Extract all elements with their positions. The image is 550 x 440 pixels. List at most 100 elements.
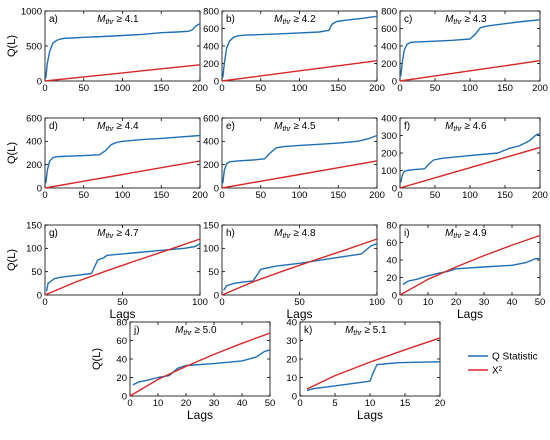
x-tick-label: 15: [400, 398, 411, 409]
panel-b: 0 50 100 150 200 0 200 400 600 800 b) Mthr ≥ 4.2: [203, 6, 385, 94]
chi-square-line: [399, 60, 541, 82]
x-tick-label: 10: [153, 398, 164, 409]
x-tick-label: 100: [192, 297, 208, 308]
q-statistic-line: [222, 134, 378, 184]
y-axis-label: Q(L): [6, 35, 18, 57]
x-axis-label: Lags: [187, 408, 213, 422]
y-tick-label: 0: [392, 183, 397, 194]
x-tick-label: 50: [265, 398, 276, 409]
y-tick-label: 0: [214, 183, 219, 194]
chi-square-line: [221, 160, 378, 189]
y-tick-label: 0: [122, 391, 127, 402]
y-tick-label: 40: [386, 255, 397, 266]
y-tick-label: 0: [37, 183, 42, 194]
panel-label: a): [49, 14, 58, 25]
x-tick-label: 100: [462, 83, 478, 94]
panel-c: 0 50 100 150 200 0 200 400 600 800 c) Mthr ≥ 4.3: [381, 6, 548, 94]
x-tick-label: 100: [115, 190, 131, 201]
x-tick-label: 20: [451, 297, 462, 308]
legend-chi-square-label: X²: [492, 366, 503, 377]
y-axis-label: Q(L): [6, 249, 18, 271]
x-tick-label: 100: [292, 83, 308, 94]
x-tick-label: 0: [42, 83, 47, 94]
x-tick-label: 200: [532, 190, 548, 201]
panel-label: g): [49, 228, 58, 239]
threshold-annotation: Mthr ≥ 4.1: [97, 14, 139, 26]
y-tick-label: 0: [392, 76, 397, 87]
y-tick-label: 150: [26, 220, 42, 231]
y-tick-label: 0: [214, 290, 219, 301]
x-tick-label: 30: [209, 398, 220, 409]
threshold-annotation: Mthr ≥ 4.5: [274, 121, 316, 133]
x-tick-label: 0: [42, 190, 47, 201]
x-tick-label: 0: [397, 83, 402, 94]
chi-square-line: [44, 64, 201, 82]
y-tick-label: 600: [26, 113, 42, 124]
y-tick-label: 150: [203, 220, 219, 231]
y-tick-label: 400: [26, 137, 42, 148]
x-axis-label: Lags: [357, 408, 383, 422]
threshold-annotation: Mthr ≥ 4.8: [274, 228, 316, 240]
chi-square-line: [44, 160, 201, 189]
panel-label: i): [404, 228, 410, 239]
y-axis-label: Q(L): [91, 348, 103, 370]
x-tick-label: 150: [330, 190, 346, 201]
y-tick-label: 400: [381, 113, 397, 124]
q-statistic-line: [132, 349, 271, 386]
y-tick-label: 0: [37, 290, 42, 301]
threshold-annotation: Mthr ≥ 4.3: [445, 14, 487, 26]
x-tick-label: 50: [294, 297, 305, 308]
x-tick-label: 30: [479, 297, 490, 308]
y-tick-label: 20: [286, 354, 297, 365]
panel-a: 0 50 100 150 200 0 500 1000 a) Mthr ≥ 4.1 Q(L): [6, 6, 208, 94]
x-tick-label: 50: [78, 190, 89, 201]
x-tick-label: 200: [192, 190, 208, 201]
y-tick-label: 0: [214, 76, 219, 87]
q-statistic-line: [400, 19, 541, 77]
threshold-annotation: Mthr ≥ 4.6: [445, 121, 487, 133]
x-tick-label: 0: [219, 297, 224, 308]
chi-square-line: [44, 238, 201, 296]
legend-q-statistic-label: Q Statistic: [492, 352, 538, 363]
x-tick-label: 50: [255, 83, 266, 94]
x-tick-label: 0: [42, 297, 47, 308]
y-tick-label: 0: [37, 76, 42, 87]
y-tick-label: 500: [26, 41, 42, 52]
panel-e: 0 50 100 150 200 0 200 400 600 e) Mthr ≥ 4.5: [203, 113, 385, 201]
y-tick-label: 300: [381, 131, 397, 142]
x-tick-label: 40: [507, 297, 518, 308]
x-tick-label: 10: [423, 297, 434, 308]
chi-square-line: [399, 234, 541, 296]
x-tick-label: 100: [292, 190, 308, 201]
x-tick-label: 100: [369, 297, 385, 308]
panel-g: 0 50 100 0 50 100 150 g) Mthr ≥ 4.7 Q(L) Lags: [6, 220, 208, 321]
y-tick-label: 100: [26, 244, 42, 255]
y-tick-label: 50: [31, 267, 42, 278]
threshold-annotation: Mthr ≥ 4.7: [97, 228, 139, 240]
x-axis-label: Lags: [457, 307, 483, 321]
x-axis-label: Lags: [109, 307, 135, 321]
x-tick-label: 50: [78, 83, 89, 94]
x-tick-label: 200: [192, 83, 208, 94]
panel-label: f): [404, 121, 410, 132]
x-tick-label: 0: [297, 398, 302, 409]
y-tick-label: 200: [26, 160, 42, 171]
threshold-annotation: Mthr ≥ 4.4: [97, 121, 139, 133]
chi-square-line: [306, 337, 441, 390]
y-tick-label: 200: [203, 160, 219, 171]
x-tick-label: 100: [115, 83, 131, 94]
x-tick-label: 0: [219, 83, 224, 94]
x-tick-label: 50: [535, 297, 546, 308]
chi-square-line: [399, 146, 541, 189]
x-tick-label: 150: [330, 83, 346, 94]
y-tick-label: 600: [203, 113, 219, 124]
x-tick-label: 50: [430, 83, 441, 94]
y-tick-label: 400: [203, 137, 219, 148]
y-tick-label: 30: [286, 336, 297, 347]
x-tick-label: 200: [369, 190, 385, 201]
y-tick-label: 20: [116, 373, 127, 384]
y-tick-label: 200: [203, 59, 219, 70]
panel-label: b): [226, 14, 235, 25]
y-tick-label: 20: [386, 273, 397, 284]
x-tick-label: 0: [397, 190, 402, 201]
